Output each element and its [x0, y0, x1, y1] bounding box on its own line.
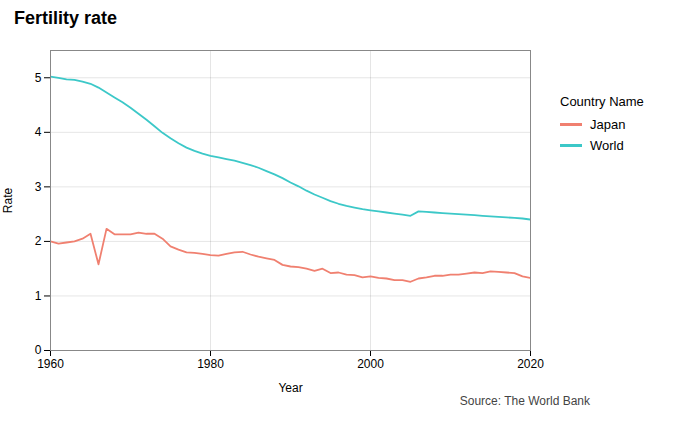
svg-text:0: 0	[35, 343, 42, 357]
svg-text:2020: 2020	[517, 357, 544, 371]
svg-text:5: 5	[35, 71, 42, 85]
html-text:Source: The World Bank: Source: The World Bank	[459, 394, 590, 408]
html-text:World: World	[590, 138, 624, 153]
svg-text:2: 2	[35, 234, 42, 248]
html-text:Japan: Japan	[590, 117, 626, 132]
svg-text:1980: 1980	[197, 357, 224, 371]
svg-text:2000: 2000	[357, 357, 384, 371]
html-text:Country Name: Country Name	[560, 94, 644, 109]
svg-text:Rate: Rate	[1, 188, 15, 214]
svg-text:Year: Year	[278, 381, 302, 395]
html-text:Fertility rate: Fertility rate	[14, 8, 117, 28]
svg-text:4: 4	[35, 125, 42, 139]
svg-text:1960: 1960	[37, 357, 64, 371]
svg-text:3: 3	[35, 180, 42, 194]
svg-text:1: 1	[35, 289, 42, 303]
